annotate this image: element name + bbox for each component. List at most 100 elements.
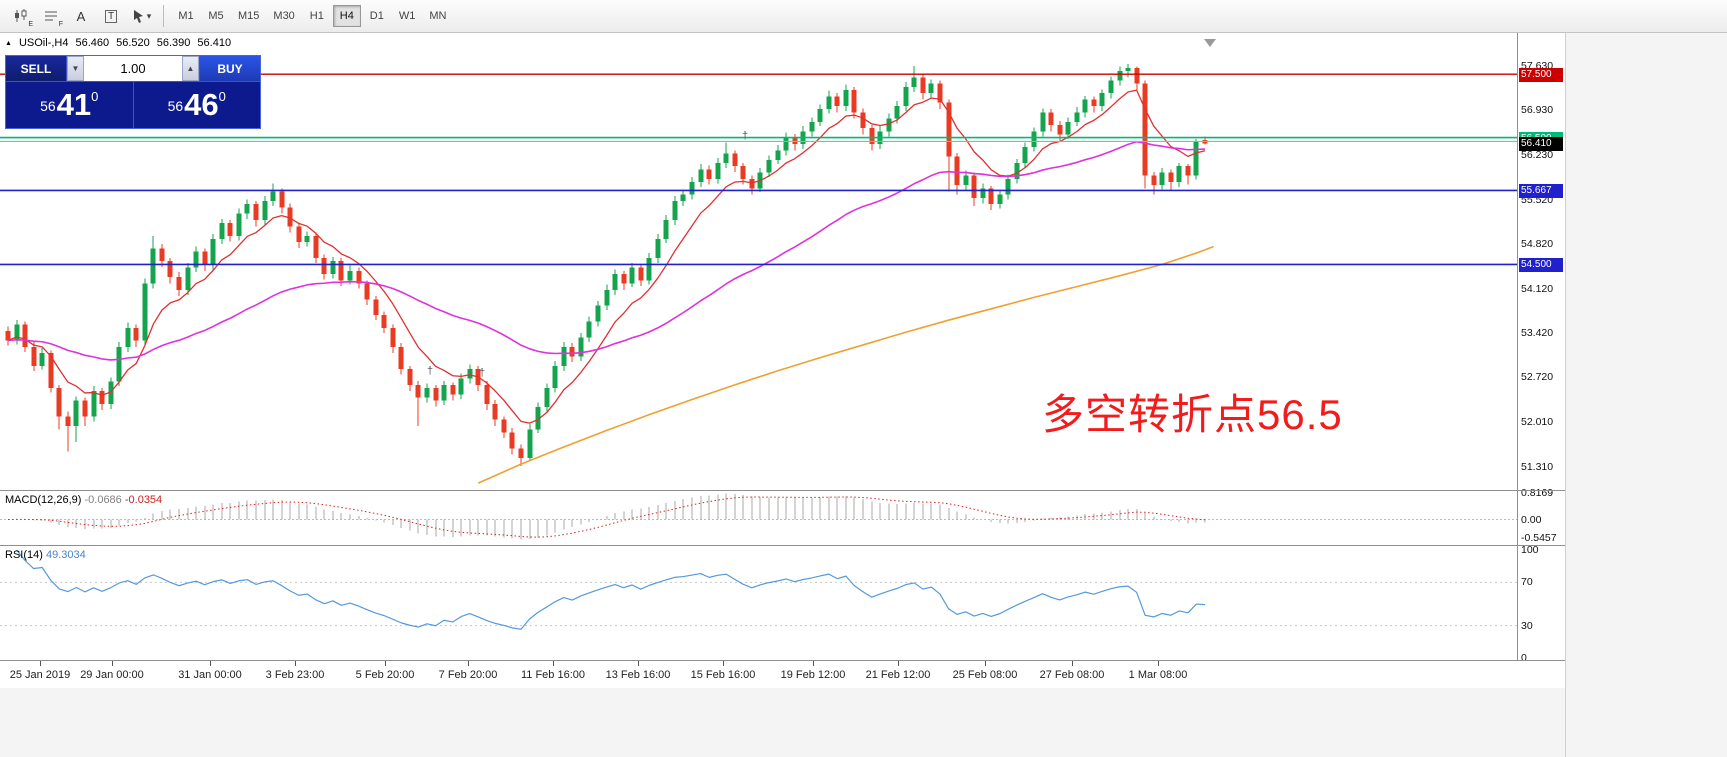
time-label: 25 Jan 2019 [9, 669, 71, 681]
quote-line: ▲ USOil-,H4 56.460 56.520 56.390 56.410 [5, 37, 231, 49]
text-tool-button[interactable]: A [67, 3, 95, 29]
volume-up-spinner[interactable]: ▲ [182, 56, 199, 81]
time-label: 15 Feb 16:00 [690, 669, 756, 681]
axis-label: 54.820 [1521, 238, 1554, 251]
time-tick [385, 661, 386, 666]
price-tag: 54.500 [1519, 258, 1563, 273]
chart-annotation: 多空转折点56.5 [1042, 391, 1343, 438]
buy-price-pip: 0 [218, 89, 226, 104]
timeframe-m30[interactable]: M30 [273, 10, 295, 22]
price-axis[interactable]: 57.630 56.930 56.230 55.520 54.820 54.120 53.4… [1517, 33, 1565, 664]
rsi-panel[interactable]: RSI(14) 49.3034 [0, 546, 1517, 660]
indicators-tool-button[interactable]: F [37, 3, 65, 29]
dagger-marker: † [479, 367, 485, 379]
symbol-period-label: USOil-,H4 [18, 37, 69, 49]
volume-down-spinner[interactable]: ▼ [67, 56, 84, 81]
sell-button[interactable]: SELL [6, 56, 67, 81]
time-tick [40, 661, 41, 666]
time-label: 7 Feb 20:00 [438, 669, 498, 681]
macd-svg [0, 493, 1517, 540]
axis-label: 52.010 [1521, 416, 1554, 429]
time-tick [898, 661, 899, 666]
time-axis[interactable]: 25 Jan 2019 29 Jan 00:00 31 Jan 00:00 3 Feb… [0, 661, 1565, 688]
macd-signal-line [7, 496, 1206, 538]
rsi-svg [0, 549, 1517, 630]
time-tick [985, 661, 986, 666]
tool-sub-label: F [58, 21, 63, 28]
axis-label: 0 [1521, 652, 1527, 664]
macd-label: MACD(12,26,9) -0.0686 -0.0354 [5, 494, 163, 506]
macd-signal-value: -0.0354 [124, 494, 163, 506]
buy-price-main: 46 [184, 87, 219, 122]
collapse-triangle-icon[interactable]: ▲ [5, 39, 12, 47]
axis-label: 70 [1521, 576, 1533, 589]
time-tick [553, 661, 554, 666]
timeframe-h1[interactable]: H1 [309, 10, 324, 22]
price-chart-area[interactable]: † † † ▲ USOil-,H4 56.460 56.520 56.390 56.… [0, 33, 1517, 490]
slow-ma-orange [477, 245, 1214, 484]
time-label: 3 Feb 23:00 [265, 669, 325, 681]
panel-separator[interactable] [0, 490, 1565, 491]
arrows-tool-button[interactable]: ▾ [127, 3, 155, 29]
price-tag: 55.667 [1519, 184, 1563, 199]
indicators-icon [45, 11, 57, 21]
axis-label: 51.310 [1521, 460, 1554, 473]
buy-button[interactable]: BUY [199, 56, 260, 81]
time-label: 13 Feb 16:00 [605, 669, 671, 681]
macd-histogram [16, 493, 1206, 540]
quote-open: 56.460 [75, 37, 110, 49]
timeframe-m5[interactable]: M5 [208, 10, 224, 22]
candles-icon [15, 9, 27, 22]
timeframe-m1[interactable]: M1 [178, 10, 194, 22]
time-label: 5 Feb 20:00 [355, 669, 415, 681]
buy-price-display[interactable]: 56 46 0 [134, 82, 261, 128]
quote-high: 56.520 [116, 37, 150, 49]
axis-label: 53.420 [1521, 326, 1554, 339]
panel-separator [0, 660, 1565, 661]
timeframe-d1[interactable]: D1 [369, 10, 384, 22]
timeframe-mn[interactable]: MN [429, 10, 447, 22]
sell-price-pip: 0 [91, 89, 99, 104]
quote-low: 56.390 [156, 37, 191, 49]
window-background-bottom [0, 688, 1565, 757]
window-background-right [1565, 33, 1727, 757]
textbox-tool-button[interactable]: T [97, 3, 125, 29]
macd-panel[interactable]: MACD(12,26,9) -0.0686 -0.0354 [0, 491, 1517, 545]
rsi-line [16, 549, 1206, 630]
text-tool-label: A [76, 8, 86, 24]
axis-label: 0.00 [1521, 513, 1542, 526]
time-label: 25 Feb 08:00 [952, 669, 1018, 681]
time-tick [112, 661, 113, 666]
toolbar: E F A T ▾ M1 M5 M15 M30 H1 H4 D1 W1 MN [0, 0, 1727, 33]
tool-sub-label: E [28, 21, 33, 28]
time-label: 1 Mar 08:00 [1128, 669, 1188, 681]
fast-ma-red [7, 89, 1206, 424]
panel-separator[interactable] [0, 545, 1565, 546]
time-label: 29 Jan 00:00 [80, 669, 144, 681]
timeframe-group: M1 M5 M15 M30 H1 H4 D1 W1 MN [171, 5, 453, 27]
macd-main-value: -0.0686 [84, 494, 122, 506]
textbox-tool-label: T [104, 9, 118, 23]
timeframe-m15[interactable]: M15 [238, 10, 260, 22]
shift-triangle-icon [1204, 39, 1216, 47]
candles-tool-button[interactable]: E [7, 3, 35, 29]
timeframe-w1[interactable]: W1 [398, 10, 416, 22]
timeframe-h4[interactable]: H4 [332, 5, 361, 27]
axis-label: 56.930 [1521, 104, 1554, 117]
time-label: 21 Feb 12:00 [865, 669, 931, 681]
sell-price-display[interactable]: 56 41 0 [6, 82, 134, 128]
time-tick [638, 661, 639, 666]
price-chart-svg[interactable]: † † † [0, 33, 1517, 490]
mid-ma-magenta [7, 140, 1206, 361]
time-tick [723, 661, 724, 666]
time-tick [1158, 661, 1159, 666]
axis-label: 0.8169 [1521, 486, 1554, 499]
time-label: 11 Feb 16:00 [520, 669, 586, 681]
price-tag: 56.410 [1519, 137, 1563, 152]
axis-label: 56.230 [1521, 148, 1554, 161]
volume-input[interactable]: 1.00 [84, 56, 182, 81]
axis-label: 52.720 [1521, 371, 1554, 384]
buy-price-prefix: 56 [167, 98, 184, 114]
dagger-marker: † [742, 130, 748, 142]
axis-label: 100 [1521, 544, 1539, 556]
